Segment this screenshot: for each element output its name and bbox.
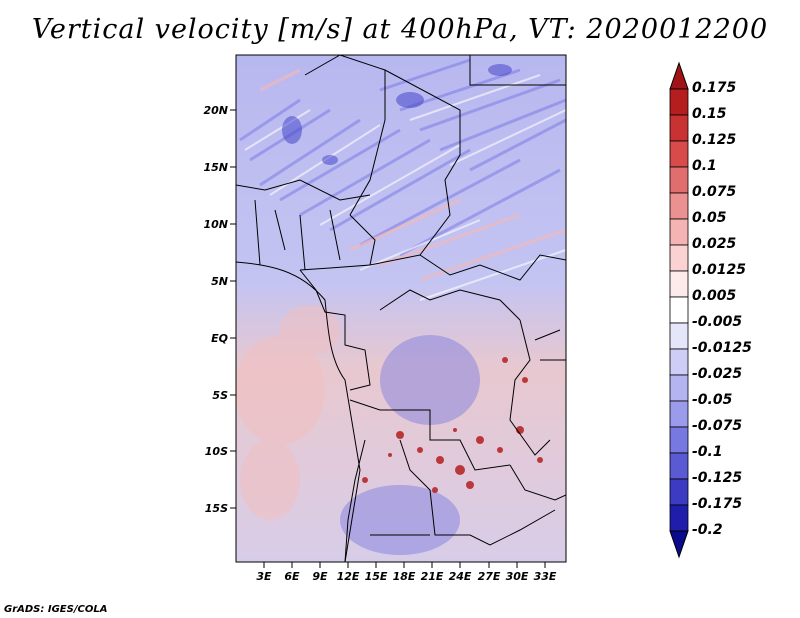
- colorbar-label: -0.025: [692, 366, 742, 382]
- colorbar-segment: [669, 348, 689, 376]
- colorbar-label: 0.0125: [692, 262, 746, 278]
- colorbar-segment: [669, 478, 689, 506]
- colorbar-label: -0.075: [692, 418, 742, 434]
- colorbar-label: 0.125: [692, 132, 737, 148]
- colorbar-segment: [669, 244, 689, 272]
- lat-label-5s: 5S: [212, 389, 228, 402]
- colorbar-label: 0.025: [692, 236, 737, 252]
- colorbar-segment: [669, 426, 689, 454]
- lon-label-24e: 24E: [449, 570, 472, 583]
- lon-label-30e: 30E: [506, 570, 529, 583]
- colorbar-label: -0.125: [692, 470, 742, 486]
- colorbar-top-arrow: [669, 61, 689, 90]
- colorbar-label: -0.0125: [692, 340, 752, 356]
- colorbar-label: -0.175: [692, 496, 742, 512]
- lon-label-3e: 3E: [256, 570, 272, 583]
- colorbar-segment: [669, 400, 689, 428]
- lat-label-15s: 15S: [205, 502, 228, 515]
- lat-label-10n: 10N: [203, 218, 228, 231]
- colorbar: [669, 61, 689, 559]
- map-frame: [235, 54, 567, 563]
- lon-label-6e: 6E: [284, 570, 300, 583]
- map-title: Vertical velocity [m/s] at 400hPa, VT: 2…: [31, 14, 769, 45]
- lon-label-12e: 12E: [337, 570, 360, 583]
- colorbar-segment: [669, 114, 689, 142]
- grads-credit: GrADS: IGES/COLA: [4, 604, 108, 615]
- lat-label-eq: EQ: [211, 332, 228, 345]
- lat-label-5n: 5N: [211, 275, 228, 288]
- lat-label-20n: 20N: [203, 104, 228, 117]
- colorbar-segment: [669, 218, 689, 246]
- colorbar-label: -0.1: [692, 444, 723, 460]
- lon-label-9e: 9E: [312, 570, 328, 583]
- colorbar-segment: [669, 452, 689, 480]
- latitude-axis: 20N 15N 10N 5N EQ 5S 10S 15S: [203, 104, 236, 515]
- colorbar-label: -0.05: [692, 392, 733, 408]
- colorbar-label: 0.1: [692, 158, 717, 174]
- lon-label-27e: 27E: [478, 570, 501, 583]
- colorbar-segment: [669, 504, 689, 532]
- lon-label-21e: 21E: [421, 570, 444, 583]
- colorbar-label: 0.15: [692, 106, 727, 122]
- colorbar-segment: [669, 270, 689, 298]
- colorbar-label: 0.005: [692, 288, 737, 304]
- colorbar-segment: [669, 140, 689, 168]
- lon-label-15e: 15E: [365, 570, 388, 583]
- lon-label-18e: 18E: [393, 570, 416, 583]
- longitude-axis: 3E 6E 9E 12E 15E 18E 21E 24E 27E 30E 33E: [256, 562, 557, 583]
- colorbar-bottom-arrow: [669, 530, 689, 559]
- colorbar-segment: [669, 166, 689, 194]
- colorbar-label: -0.005: [692, 314, 742, 330]
- colorbar-segment: [669, 374, 689, 402]
- lon-label-33e: 33E: [534, 570, 557, 583]
- colorbar-label: 0.175: [692, 80, 737, 96]
- colorbar-segment: [669, 296, 689, 324]
- colorbar-segment: [669, 88, 689, 116]
- colorbar-segment: [669, 192, 689, 220]
- velocity-field: [236, 55, 566, 562]
- colorbar-label: 0.05: [692, 210, 727, 226]
- colorbar-label: 0.075: [692, 184, 737, 200]
- colorbar-label: -0.2: [692, 522, 723, 538]
- colorbar-labels: 0.175 0.15 0.125 0.1 0.075 0.05 0.025 0.…: [692, 80, 752, 538]
- lat-label-10s: 10S: [205, 445, 228, 458]
- colorbar-segment: [669, 322, 689, 350]
- lat-label-15n: 15N: [203, 161, 228, 174]
